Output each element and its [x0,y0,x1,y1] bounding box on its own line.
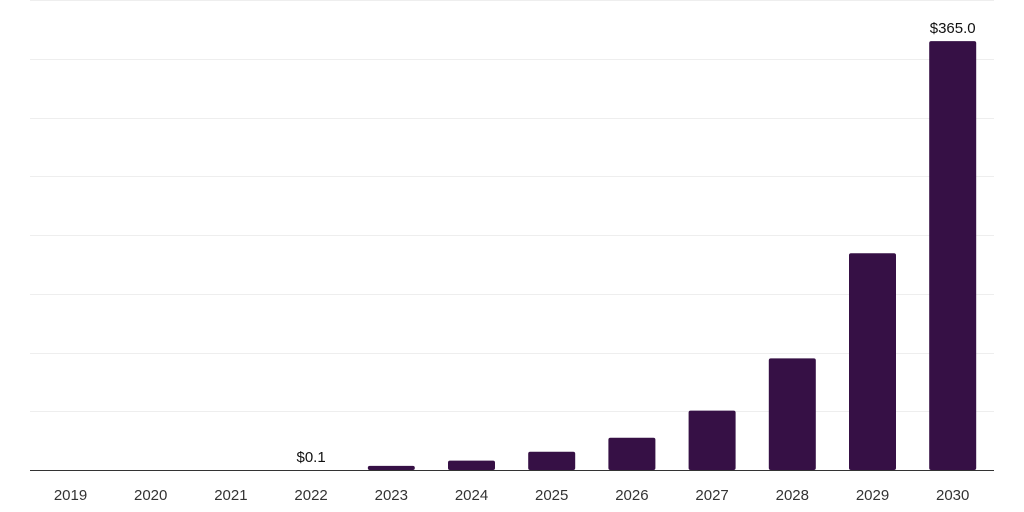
x-tick-label-2020: 2020 [134,487,167,504]
bar-2023[interactable] [367,465,415,470]
bar-2029[interactable] [849,253,896,470]
bar-2026[interactable] [608,437,656,470]
x-tick-label-2022: 2022 [294,487,327,504]
x-tick-label-2025: 2025 [535,487,568,504]
bar-2024[interactable] [448,460,495,470]
x-tick-label-2019: 2019 [54,487,87,504]
x-tick-label-2026: 2026 [615,487,648,504]
data-label-2030: $365.0 [930,20,976,37]
data-label-2022: $0.1 [296,449,325,466]
x-tick-label-2024: 2024 [455,487,488,504]
bar-2025[interactable] [528,451,576,470]
bar-2030[interactable] [929,41,977,470]
x-tick-label-2023: 2023 [375,487,408,504]
gridlines [30,0,994,412]
data-labels: $0.1 $365.0 [296,20,975,466]
x-tick-label-2030: 2030 [936,487,969,504]
x-tick-label-2028: 2028 [776,487,809,504]
x-axis-ticks: 2019 2020 2021 2022 2023 2024 2025 2026 2027 2028… [54,487,970,504]
bars [367,41,977,470]
x-tick-label-2029: 2029 [856,487,889,504]
x-tick-label-2027: 2027 [695,487,728,504]
x-tick-label-2021: 2021 [214,487,247,504]
bar-2028[interactable] [768,358,816,470]
bar-2027[interactable] [688,410,736,470]
